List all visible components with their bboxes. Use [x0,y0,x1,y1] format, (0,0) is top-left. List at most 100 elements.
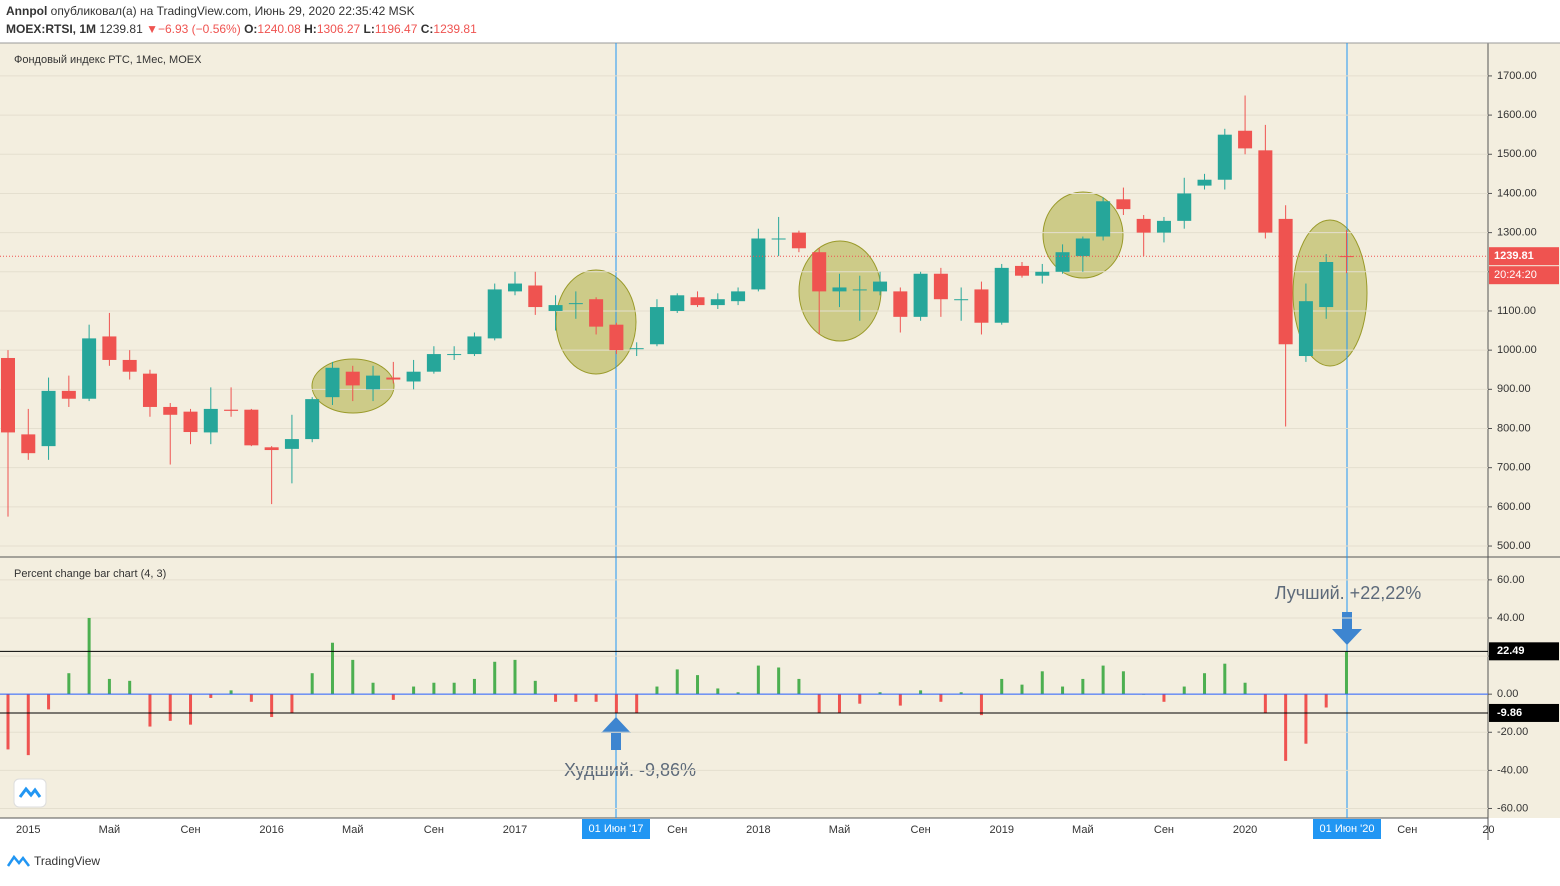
annotation: Лучший. +22,22% [1275,583,1422,603]
y-tick-label: 800.00 [1497,422,1531,434]
bar [513,659,517,695]
bar [533,680,537,695]
bar [1121,671,1125,695]
l: 1196.47 [375,22,418,36]
candle-body [629,348,644,350]
y-tick-label: -60.00 [1497,802,1528,814]
candle-body [1298,301,1313,357]
bar [919,690,923,695]
y-tick-label: 1700.00 [1497,70,1537,82]
bar [1203,673,1207,695]
candle-body [21,434,36,454]
candle-body [954,299,969,301]
candle-body [122,359,137,372]
candle-body [731,291,746,302]
candle-body [1015,265,1029,276]
brand-icon [6,854,30,867]
bar [1061,686,1065,695]
candle-body [771,238,786,240]
x-tick-label: 2016 [259,824,283,836]
y-tick-label: 1100.00 [1497,305,1536,317]
bar [148,694,152,727]
y-tick-label: -20.00 [1497,726,1528,738]
bar [1324,694,1328,708]
bar [777,667,781,695]
logo-icon [18,786,42,798]
candle-body [1096,201,1111,237]
bar [452,682,456,695]
bar [716,688,720,695]
y-tick-label: 1300.00 [1497,227,1537,239]
bar [1162,694,1166,702]
crosshair-label: 01 Июн '17 [589,823,644,835]
y-tick-label: 0.00 [1497,688,1518,700]
candle-body [589,299,604,327]
candle-body [467,336,482,355]
candle-body [1319,261,1334,308]
y-tick-label: 40.00 [1497,612,1525,624]
bar [310,673,314,695]
x-tick-label: Май [829,824,851,836]
y-tick-label: 1500.00 [1497,148,1537,160]
pane-title: Фондовый индекс РТС, 1Мес, MOEX [14,54,202,66]
candle-body [41,390,56,447]
candle-body [82,338,97,399]
arrow-down [1332,612,1362,645]
level-label: -9.86 [1497,707,1522,719]
bar [6,694,10,750]
h-label: H: [304,22,317,36]
candle-body [649,307,664,345]
bar [1020,684,1024,695]
bar [87,617,91,695]
pane-title: Percent change bar chart (4, 3) [14,568,166,580]
bar [270,694,274,718]
candle-body [264,447,279,451]
candle-body [366,375,381,390]
bar [655,686,659,695]
candle-body [163,406,178,415]
x-tick-label: Май [1072,824,1094,836]
x-tick-label: Сен [424,824,444,836]
price-label-bg [1489,247,1559,266]
bar [371,682,375,695]
brand: TradingView [34,854,100,868]
candle-body [1258,150,1273,233]
candle-body [812,252,827,292]
bar [574,694,578,702]
bar [493,661,497,695]
candle-body [244,409,259,446]
quote: MOEX:RTSI, 1M 1239.81 ▼−6.93 (−0.56%) O:… [6,22,477,36]
bar [1081,678,1085,695]
bar [128,680,132,695]
candle-body [852,289,867,291]
candle-body [1116,199,1131,210]
candle-body [1136,218,1151,233]
symbol: MOEX:RTSI, 1M [6,22,96,36]
y-tick-label: -40.00 [1497,764,1528,776]
bar [330,642,334,695]
bar [939,694,943,702]
bar [959,692,963,695]
candle-body [974,289,989,323]
bar [1344,651,1348,695]
bar [858,694,862,704]
x-tick-label: 2015 [16,824,40,836]
marks [1,95,1354,761]
bar [1182,686,1186,695]
bar [189,694,193,725]
candle-body [609,324,624,351]
bar [412,686,416,695]
bar [696,675,700,695]
candle-body [873,281,888,292]
candle-body [893,291,908,317]
candle-body [1156,220,1171,233]
level-label-bg [1489,703,1559,722]
candle-body [203,408,218,433]
change: −6.93 (−0.56%) [158,22,241,36]
y-tick-label: 1000.00 [1497,344,1537,356]
candle-body [1197,179,1212,186]
bar [979,694,983,716]
bar [554,694,558,702]
